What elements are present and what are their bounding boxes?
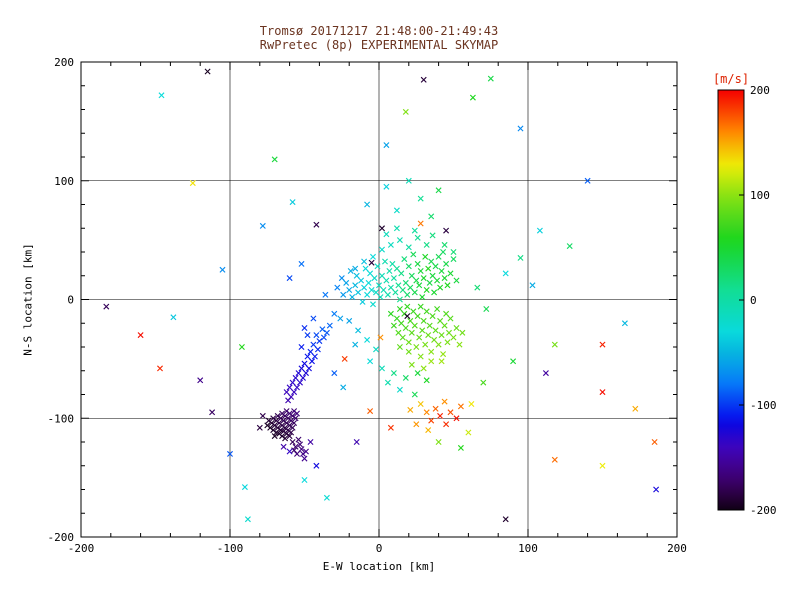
y-tick-labels: -200 -100 0 100 200 [48,56,75,544]
axis-ticks [80,61,678,538]
colorbar-tick-labels: 200 100 0 -100 -200 [739,84,777,517]
svg-text:200: 200 [667,542,687,555]
svg-text:-100: -100 [48,412,75,425]
svg-text:0: 0 [67,294,74,307]
plot-title-line1: Tromsø 20171217 21:48:00-21:49:43 [259,24,499,38]
grid-lines [81,62,677,537]
svg-text:-100: -100 [217,542,244,555]
svg-text:100: 100 [750,189,770,202]
svg-text:0: 0 [750,294,757,307]
svg-text:-100: -100 [750,399,777,412]
svg-text:0: 0 [376,542,383,555]
svg-text:200: 200 [54,56,74,69]
svg-text:100: 100 [518,542,538,555]
colorbar-unit-label: [m/s] [712,72,750,86]
x-axis-label: E-W location [km] [322,560,436,573]
svg-text:100: 100 [54,175,74,188]
y-axis-label: N-S location [km] [21,243,35,356]
scatter-points [103,68,660,523]
svg-text:-200: -200 [750,504,777,517]
x-tick-labels: -200 -100 0 100 200 [68,542,687,555]
svg-text:-200: -200 [48,531,75,544]
svg-text:-200: -200 [68,542,95,555]
svg-text:200: 200 [750,84,770,97]
plot-title-line2: RwPretec (8p) EXPERIMENTAL SKYMAP [259,38,499,52]
